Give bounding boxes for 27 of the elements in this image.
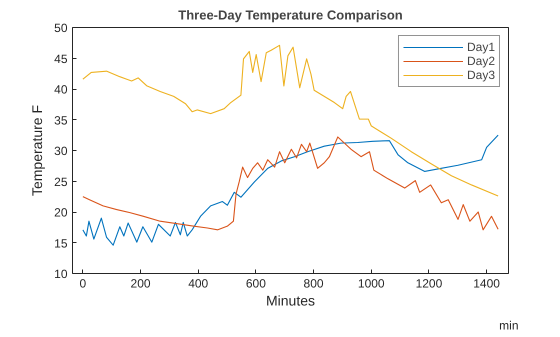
line-series <box>82 136 499 230</box>
legend-label: Day3 <box>466 68 495 82</box>
y-axis-title: Temperature F <box>29 104 46 196</box>
x-tick-label: 800 <box>304 276 324 290</box>
x-tick-label: 200 <box>130 276 151 290</box>
x-axis-title: Minutes <box>266 292 316 308</box>
y-tick-label: 45 <box>54 52 68 66</box>
legend-label: Day1 <box>466 40 495 54</box>
x-tick-label: 1200 <box>416 276 443 290</box>
chart-title: Three-Day Temperature Comparison <box>178 8 403 22</box>
line-series <box>82 44 499 197</box>
x-tick-label: 600 <box>246 276 266 290</box>
x-tick-label: 1000 <box>358 276 385 290</box>
y-tick-label: 30 <box>54 144 68 158</box>
y-tick-label: 35 <box>54 113 68 128</box>
text: min <box>499 318 519 332</box>
y-tick-label: 10 <box>54 267 68 281</box>
y-tick-label: 40 <box>54 82 68 96</box>
y-tick-label: 15 <box>54 236 68 250</box>
x-tick-label: 1400 <box>473 276 500 290</box>
y-tick-label: 25 <box>54 174 68 189</box>
y-tick-label: 20 <box>54 206 68 220</box>
y-tick-label: 50 <box>54 21 68 35</box>
x-tick-label: 0 <box>80 276 87 290</box>
x-tick-label: 400 <box>188 276 209 290</box>
legend-label: Day2 <box>466 54 495 68</box>
line-series <box>82 134 499 246</box>
